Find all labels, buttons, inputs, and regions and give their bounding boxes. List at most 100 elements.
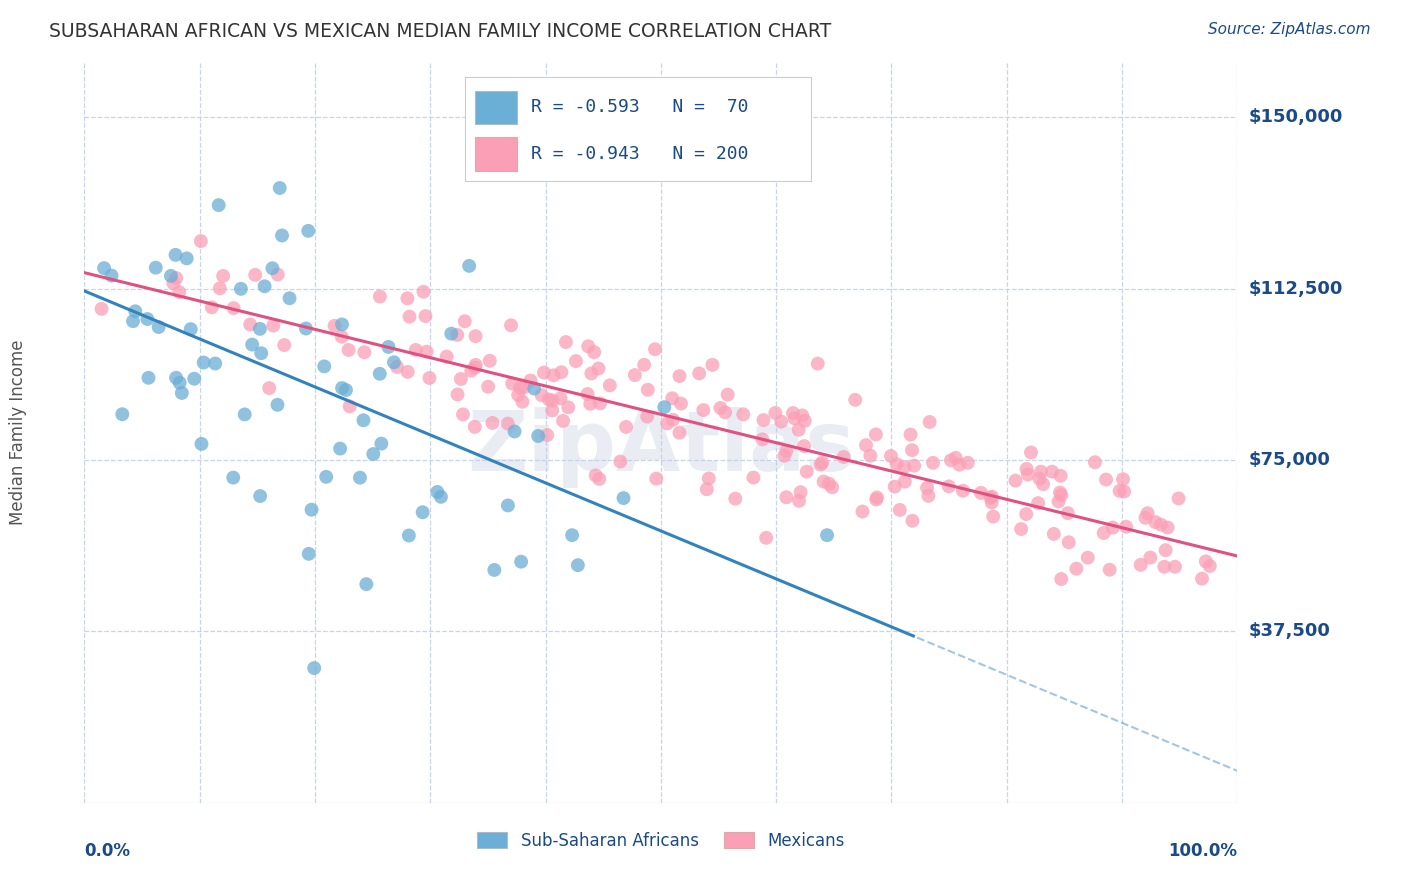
Point bbox=[1077, 550, 1099, 565]
Point bbox=[396, 291, 419, 305]
Text: SUBSAHARAN AFRICAN VS MEXICAN MEDIAN FAMILY INCOME CORRELATION CHART: SUBSAHARAN AFRICAN VS MEXICAN MEDIAN FAM… bbox=[49, 22, 831, 41]
Point bbox=[436, 350, 458, 364]
Point bbox=[239, 318, 262, 332]
Text: Source: ZipAtlas.com: Source: ZipAtlas.com bbox=[1208, 22, 1371, 37]
Point bbox=[668, 369, 690, 384]
Point bbox=[93, 261, 115, 276]
Point bbox=[533, 366, 555, 380]
Point bbox=[314, 359, 336, 374]
Point bbox=[1136, 506, 1159, 520]
Point bbox=[478, 353, 501, 368]
Point bbox=[612, 491, 634, 505]
Point bbox=[541, 393, 564, 408]
Point bbox=[201, 301, 224, 315]
Point bbox=[169, 376, 191, 390]
Point bbox=[496, 499, 519, 513]
Point bbox=[567, 558, 589, 573]
Point bbox=[1198, 558, 1220, 573]
Point bbox=[915, 481, 938, 495]
Point bbox=[551, 414, 574, 428]
Point bbox=[550, 392, 572, 406]
Point bbox=[901, 514, 924, 528]
Point bbox=[702, 358, 724, 372]
Point bbox=[1114, 484, 1136, 499]
Point bbox=[122, 314, 145, 328]
Point bbox=[557, 401, 579, 415]
Point bbox=[773, 449, 796, 463]
Point bbox=[1092, 526, 1115, 541]
Point bbox=[543, 368, 565, 383]
Point bbox=[1150, 517, 1173, 532]
Point bbox=[565, 354, 588, 368]
Point bbox=[796, 465, 818, 479]
Point bbox=[269, 181, 291, 195]
Point bbox=[714, 405, 737, 419]
Point bbox=[297, 224, 319, 238]
Point bbox=[709, 401, 731, 415]
Point bbox=[1153, 559, 1175, 574]
Point bbox=[233, 408, 256, 422]
Point bbox=[733, 407, 755, 421]
Point bbox=[717, 387, 740, 401]
Point bbox=[536, 428, 558, 442]
Point bbox=[886, 457, 908, 471]
Point bbox=[637, 383, 659, 397]
Point bbox=[398, 528, 420, 542]
Text: $37,500: $37,500 bbox=[1249, 623, 1330, 640]
Point bbox=[901, 443, 924, 458]
Point bbox=[1050, 488, 1073, 502]
Point bbox=[356, 577, 378, 591]
Point bbox=[807, 357, 830, 371]
Point bbox=[1010, 522, 1032, 536]
Point bbox=[339, 400, 361, 414]
Point bbox=[315, 470, 337, 484]
Point bbox=[657, 417, 679, 431]
Point bbox=[370, 436, 392, 450]
Point bbox=[813, 475, 835, 489]
Point bbox=[793, 439, 815, 453]
Point bbox=[1015, 462, 1038, 476]
Point bbox=[1129, 558, 1152, 572]
Point bbox=[815, 528, 838, 542]
Point bbox=[301, 502, 323, 516]
Point bbox=[145, 260, 167, 275]
Point bbox=[398, 310, 420, 324]
Point bbox=[1029, 465, 1052, 479]
Point bbox=[330, 329, 353, 343]
Point bbox=[782, 406, 804, 420]
Point bbox=[262, 318, 284, 333]
Point bbox=[1032, 477, 1054, 491]
Point bbox=[576, 339, 599, 353]
Point bbox=[412, 285, 434, 299]
Point bbox=[190, 234, 212, 248]
Point bbox=[918, 415, 941, 429]
Point bbox=[1057, 535, 1080, 549]
Point bbox=[329, 442, 352, 456]
Point bbox=[262, 261, 284, 276]
Point bbox=[530, 388, 553, 402]
Point bbox=[775, 490, 797, 504]
Point bbox=[363, 447, 385, 461]
Point bbox=[724, 491, 747, 506]
Point bbox=[751, 433, 773, 447]
Point bbox=[349, 470, 371, 484]
Point bbox=[1108, 483, 1130, 498]
Point bbox=[412, 505, 434, 519]
Point bbox=[793, 414, 815, 428]
Point bbox=[278, 291, 301, 305]
Point bbox=[1095, 473, 1118, 487]
Point bbox=[588, 472, 610, 486]
Point bbox=[512, 394, 534, 409]
Point bbox=[249, 489, 271, 503]
Point bbox=[450, 372, 472, 386]
Point bbox=[335, 383, 357, 397]
Point bbox=[503, 425, 526, 439]
Point bbox=[624, 368, 647, 382]
Point bbox=[162, 277, 184, 291]
Point bbox=[952, 483, 974, 498]
Point bbox=[302, 661, 325, 675]
Point bbox=[368, 289, 391, 303]
Point bbox=[385, 359, 408, 374]
Point bbox=[165, 248, 187, 262]
Point bbox=[900, 427, 922, 442]
